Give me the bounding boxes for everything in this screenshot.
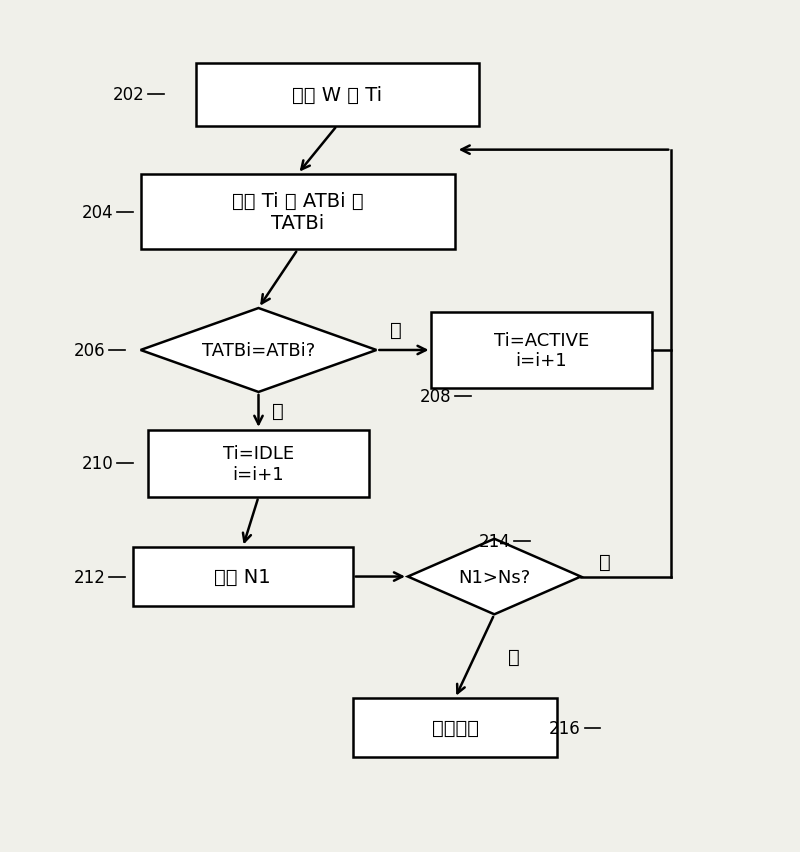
Text: 212: 212 — [74, 568, 106, 586]
Text: Ti=ACTIVE
i=i+1: Ti=ACTIVE i=i+1 — [494, 331, 589, 370]
Text: 关断电源: 关断电源 — [431, 718, 478, 737]
Text: 否: 否 — [390, 320, 402, 339]
Text: 否: 否 — [598, 552, 610, 571]
Bar — [141, 175, 455, 250]
Text: 202: 202 — [113, 86, 145, 104]
Bar — [353, 699, 558, 757]
Text: 210: 210 — [82, 455, 113, 473]
Text: 是: 是 — [272, 402, 284, 421]
Text: 是: 是 — [508, 647, 520, 666]
Text: 204: 204 — [82, 204, 113, 222]
Text: 216: 216 — [549, 719, 581, 737]
Text: 计算 N1: 计算 N1 — [214, 567, 271, 586]
Bar — [149, 430, 369, 498]
Text: N1>Ns?: N1>Ns? — [458, 568, 530, 586]
Text: TATBi=ATBi?: TATBi=ATBi? — [202, 342, 315, 360]
Bar — [133, 548, 353, 606]
Polygon shape — [408, 539, 581, 614]
Text: 208: 208 — [419, 388, 451, 406]
Text: 206: 206 — [74, 342, 106, 360]
Text: 设定 W 与 Ti: 设定 W 与 Ti — [292, 85, 382, 105]
Polygon shape — [141, 308, 377, 393]
Bar — [431, 313, 651, 389]
Text: Ti=IDLE
i=i+1: Ti=IDLE i=i+1 — [223, 445, 294, 483]
Bar — [196, 64, 478, 126]
Text: 计算 Ti 的 ATBi 和
TATBi: 计算 Ti 的 ATBi 和 TATBi — [232, 192, 364, 233]
Text: 214: 214 — [478, 532, 510, 550]
